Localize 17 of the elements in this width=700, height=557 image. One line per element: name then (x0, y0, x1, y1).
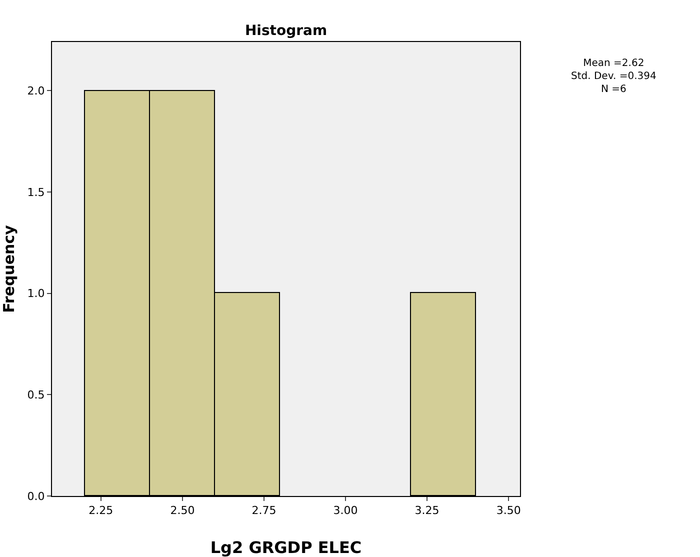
x-tick-label: 2.50 (170, 504, 195, 518)
y-tick-label: 1.5 (27, 186, 45, 199)
x-tick-label: 2.25 (88, 504, 114, 518)
text: N =6 (600, 84, 626, 95)
y-tick-label: 2.0 (27, 84, 45, 98)
x-tick-label: 3.25 (414, 504, 440, 518)
text: Std. Dev. =0.394 (571, 71, 656, 82)
x-tick-label: 3.50 (496, 504, 521, 518)
y-tick-label: 1.0 (27, 287, 45, 300)
y-tick-label: 0.0 (27, 490, 45, 503)
chart-title: Histogram (244, 22, 328, 39)
x-tick-label: 2.75 (252, 504, 276, 518)
y-tick-label: 0.5 (27, 388, 45, 402)
text: Mean =2.62 (583, 58, 644, 69)
x-tick-label: 3.00 (333, 504, 358, 518)
y-axis-title: Frequency (0, 224, 18, 313)
x-axis-title: Lg2 GRGDP ELEC (210, 538, 362, 557)
